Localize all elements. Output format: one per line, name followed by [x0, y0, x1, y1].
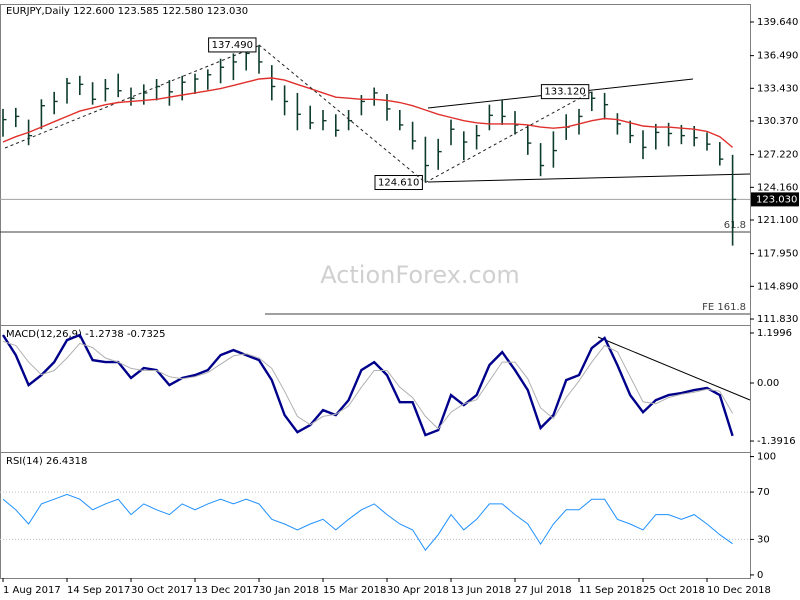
- price-header: EURJPY,Daily 122.600 123.585 122.580 123…: [6, 6, 248, 17]
- annotation-box: [540, 84, 590, 100]
- rsi-header: RSI(14) 26.4318: [6, 456, 87, 467]
- y-tick-label: 30: [757, 534, 770, 545]
- macd-header: MACD(12,26,9) -1.2738 -0.7325: [6, 329, 166, 340]
- x-tick-label: 13 Dec 2017: [195, 585, 259, 596]
- y-tick-label: 121.100: [757, 215, 798, 226]
- indicator-line: [2, 493, 733, 551]
- annotation-label: 124.610: [378, 178, 419, 189]
- y-tick-label: 111.830: [757, 314, 798, 325]
- x-tick-label: 11 Sep 2018: [579, 585, 642, 596]
- x-tick-label: 27 Jul 2018: [515, 585, 572, 596]
- x-tick-label: 13 Jun 2018: [451, 585, 511, 596]
- x-tick-label: 10 Dec 2018: [707, 585, 771, 596]
- annotation-label: 133.120: [544, 87, 585, 98]
- y-tick-label: 70: [757, 487, 770, 498]
- y-tick-label: 0: [757, 570, 763, 581]
- y-tick-label: 1.1996: [757, 328, 792, 339]
- y-tick-label: 130.370: [757, 116, 798, 127]
- y-tick-label: -1.3916: [757, 436, 796, 447]
- moving-average: [2, 77, 734, 148]
- x-tick-label: 25 Oct 2018: [643, 585, 705, 596]
- annotation-label: 137.490: [212, 40, 253, 51]
- x-tick-label: 1 Aug 2017: [3, 585, 61, 596]
- y-tick-label: 136.490: [757, 51, 798, 62]
- channel-line: [427, 173, 751, 183]
- annotation-box: [374, 175, 423, 191]
- x-tick-label: 30 Apr 2018: [387, 585, 449, 596]
- y-tick-label: 114.890: [757, 281, 798, 292]
- x-tick-label: 30 Jan 2018: [259, 585, 319, 596]
- y-tick-label: 100: [757, 452, 776, 463]
- indicator-line: [1, 333, 734, 437]
- last-price-tag: [751, 192, 799, 207]
- last-price-label: 123.030: [756, 194, 797, 205]
- indicator-line: [2, 340, 734, 430]
- annotation-link: [425, 91, 593, 183]
- level-label: 61.8: [724, 220, 746, 231]
- y-tick-label: 117.950: [757, 249, 798, 260]
- y-tick-label: 127.220: [757, 150, 798, 161]
- y-tick-label: 124.160: [757, 182, 798, 193]
- x-tick-label: 30 Oct 2017: [131, 585, 193, 596]
- x-tick-label: 14 Sep 2017: [67, 585, 130, 596]
- x-tick-label: 15 Mar 2018: [323, 585, 386, 596]
- watermark: ActionForex.com: [320, 261, 520, 289]
- rsi-panel: [0, 452, 751, 579]
- level-label: FE 161.8: [702, 302, 746, 313]
- y-tick-label: 133.430: [757, 83, 798, 94]
- y-tick-label: 0.00: [757, 378, 779, 389]
- annotation-box: [208, 37, 257, 53]
- y-tick-label: 139.640: [757, 17, 798, 28]
- macd-trend-line: [597, 336, 751, 401]
